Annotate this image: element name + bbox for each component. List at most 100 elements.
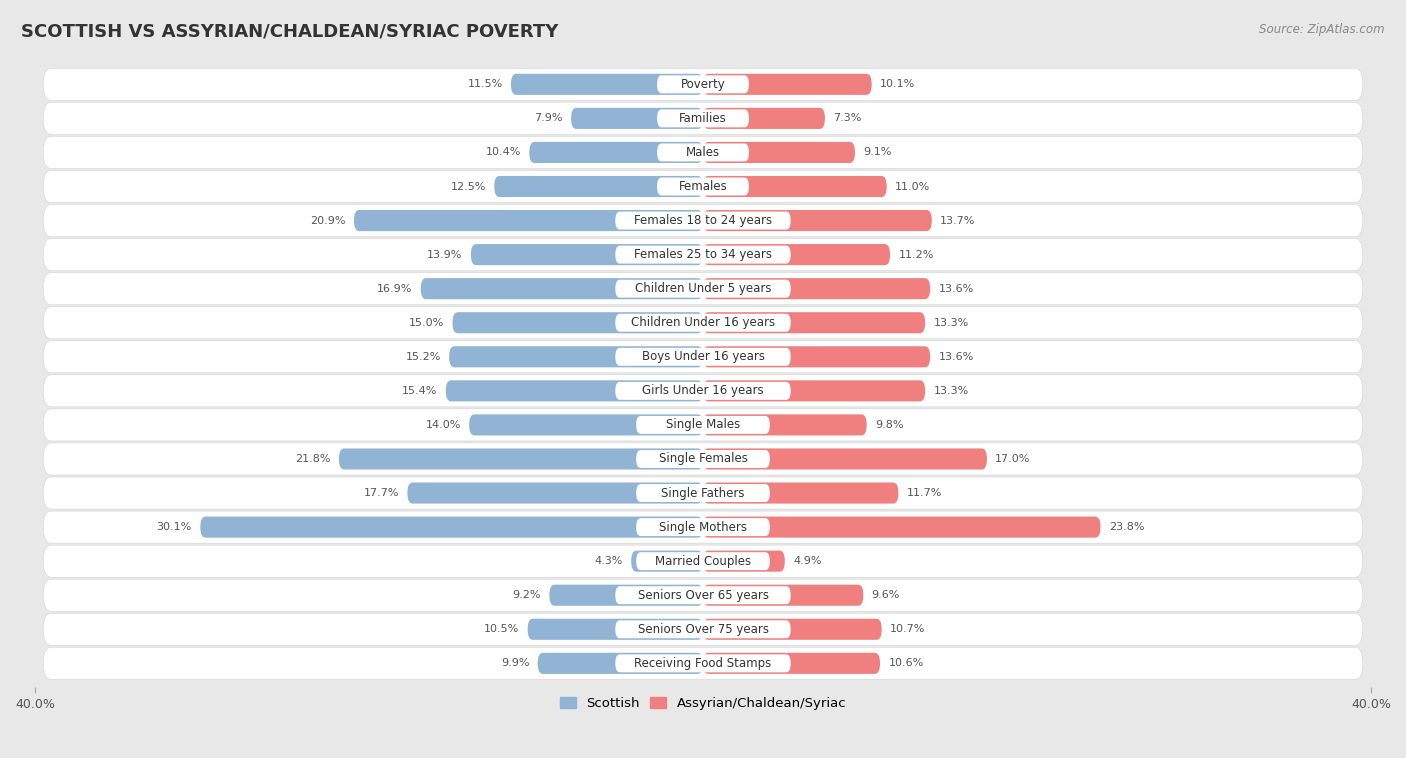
FancyBboxPatch shape [703, 210, 932, 231]
FancyBboxPatch shape [420, 278, 703, 299]
FancyBboxPatch shape [44, 613, 1362, 645]
Text: 9.1%: 9.1% [863, 148, 891, 158]
Text: 21.8%: 21.8% [295, 454, 330, 464]
FancyBboxPatch shape [44, 273, 1362, 305]
Text: 12.5%: 12.5% [450, 181, 486, 192]
Text: 10.4%: 10.4% [485, 148, 522, 158]
Text: 16.9%: 16.9% [377, 283, 412, 293]
Text: 10.7%: 10.7% [890, 625, 925, 634]
FancyBboxPatch shape [495, 176, 703, 197]
Text: Males: Males [686, 146, 720, 159]
FancyBboxPatch shape [44, 375, 1362, 407]
Text: 14.0%: 14.0% [426, 420, 461, 430]
Text: 9.6%: 9.6% [872, 590, 900, 600]
Text: Children Under 16 years: Children Under 16 years [631, 316, 775, 329]
Text: 13.3%: 13.3% [934, 318, 969, 327]
FancyBboxPatch shape [527, 619, 703, 640]
FancyBboxPatch shape [44, 579, 1362, 611]
FancyBboxPatch shape [354, 210, 703, 231]
Text: 15.2%: 15.2% [405, 352, 441, 362]
Legend: Scottish, Assyrian/Chaldean/Syriac: Scottish, Assyrian/Chaldean/Syriac [554, 691, 852, 715]
FancyBboxPatch shape [616, 348, 790, 366]
FancyBboxPatch shape [408, 483, 703, 503]
FancyBboxPatch shape [616, 620, 790, 638]
FancyBboxPatch shape [44, 307, 1362, 339]
FancyBboxPatch shape [449, 346, 703, 368]
FancyBboxPatch shape [537, 653, 703, 674]
Text: 13.7%: 13.7% [941, 215, 976, 226]
Text: 7.9%: 7.9% [534, 114, 562, 124]
FancyBboxPatch shape [703, 312, 925, 334]
FancyBboxPatch shape [703, 108, 825, 129]
Text: 11.0%: 11.0% [896, 181, 931, 192]
FancyBboxPatch shape [703, 142, 855, 163]
Text: Families: Families [679, 112, 727, 125]
Text: 13.6%: 13.6% [938, 352, 974, 362]
FancyBboxPatch shape [44, 68, 1362, 100]
Text: Seniors Over 75 years: Seniors Over 75 years [637, 623, 769, 636]
Text: 9.9%: 9.9% [501, 659, 529, 669]
Text: 4.3%: 4.3% [595, 556, 623, 566]
FancyBboxPatch shape [703, 516, 1101, 537]
FancyBboxPatch shape [453, 312, 703, 334]
Text: 10.6%: 10.6% [889, 659, 924, 669]
Text: Girls Under 16 years: Girls Under 16 years [643, 384, 763, 397]
Text: Females 25 to 34 years: Females 25 to 34 years [634, 248, 772, 261]
FancyBboxPatch shape [529, 142, 703, 163]
FancyBboxPatch shape [703, 415, 866, 436]
FancyBboxPatch shape [44, 239, 1362, 271]
Text: 11.2%: 11.2% [898, 249, 934, 260]
FancyBboxPatch shape [703, 346, 931, 368]
FancyBboxPatch shape [616, 246, 790, 264]
Text: Married Couples: Married Couples [655, 555, 751, 568]
FancyBboxPatch shape [703, 449, 987, 469]
FancyBboxPatch shape [616, 211, 790, 230]
Text: Boys Under 16 years: Boys Under 16 years [641, 350, 765, 363]
FancyBboxPatch shape [44, 477, 1362, 509]
FancyBboxPatch shape [44, 341, 1362, 373]
FancyBboxPatch shape [616, 654, 790, 672]
FancyBboxPatch shape [703, 653, 880, 674]
Text: 11.5%: 11.5% [467, 80, 502, 89]
FancyBboxPatch shape [703, 74, 872, 95]
FancyBboxPatch shape [703, 584, 863, 606]
Text: 13.9%: 13.9% [427, 249, 463, 260]
FancyBboxPatch shape [44, 409, 1362, 441]
FancyBboxPatch shape [636, 518, 770, 536]
Text: 17.0%: 17.0% [995, 454, 1031, 464]
FancyBboxPatch shape [703, 176, 887, 197]
Text: Source: ZipAtlas.com: Source: ZipAtlas.com [1260, 23, 1385, 36]
FancyBboxPatch shape [636, 450, 770, 468]
Text: Single Females: Single Females [658, 453, 748, 465]
FancyBboxPatch shape [631, 550, 703, 572]
FancyBboxPatch shape [44, 545, 1362, 577]
FancyBboxPatch shape [471, 244, 703, 265]
Text: 30.1%: 30.1% [156, 522, 193, 532]
FancyBboxPatch shape [636, 484, 770, 502]
FancyBboxPatch shape [470, 415, 703, 436]
FancyBboxPatch shape [44, 205, 1362, 236]
FancyBboxPatch shape [510, 74, 703, 95]
Text: Poverty: Poverty [681, 78, 725, 91]
FancyBboxPatch shape [703, 619, 882, 640]
Text: 4.9%: 4.9% [793, 556, 821, 566]
FancyBboxPatch shape [44, 511, 1362, 543]
FancyBboxPatch shape [657, 177, 749, 196]
Text: 15.0%: 15.0% [409, 318, 444, 327]
Text: Females: Females [679, 180, 727, 193]
FancyBboxPatch shape [44, 136, 1362, 168]
FancyBboxPatch shape [657, 109, 749, 127]
Text: 9.8%: 9.8% [875, 420, 904, 430]
Text: 11.7%: 11.7% [907, 488, 942, 498]
Text: Seniors Over 65 years: Seniors Over 65 years [637, 589, 769, 602]
FancyBboxPatch shape [703, 278, 931, 299]
Text: Receiving Food Stamps: Receiving Food Stamps [634, 657, 772, 670]
FancyBboxPatch shape [44, 102, 1362, 134]
Text: Single Mothers: Single Mothers [659, 521, 747, 534]
Text: Females 18 to 24 years: Females 18 to 24 years [634, 214, 772, 227]
FancyBboxPatch shape [657, 75, 749, 93]
Text: Children Under 5 years: Children Under 5 years [634, 282, 772, 295]
FancyBboxPatch shape [200, 516, 703, 537]
FancyBboxPatch shape [616, 314, 790, 332]
Text: 9.2%: 9.2% [513, 590, 541, 600]
